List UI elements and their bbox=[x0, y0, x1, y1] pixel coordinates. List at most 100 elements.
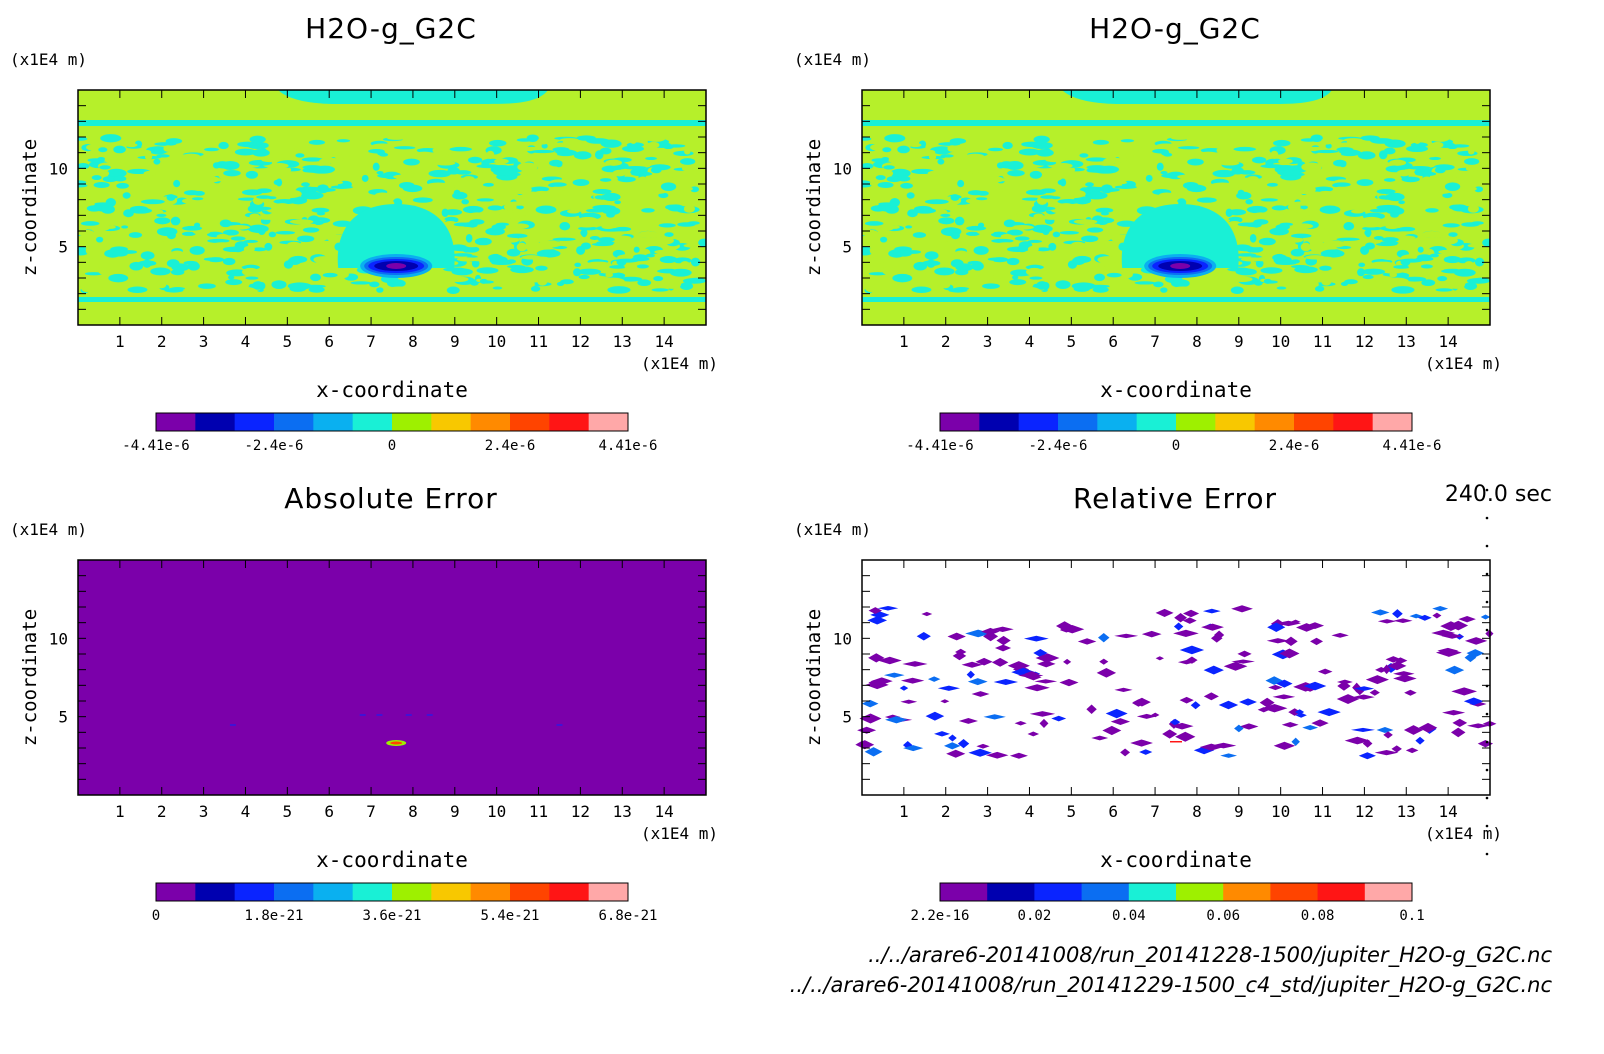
field-blob bbox=[166, 232, 176, 240]
field-blob bbox=[1277, 181, 1297, 190]
field-blob bbox=[497, 238, 508, 244]
field-blob bbox=[1380, 241, 1399, 245]
colorbar-frame bbox=[939, 882, 1413, 902]
field-blob bbox=[1417, 246, 1424, 253]
field-blob bbox=[1446, 173, 1454, 178]
field-blob bbox=[316, 227, 327, 234]
field-blob bbox=[155, 239, 164, 243]
field-blob bbox=[541, 143, 548, 149]
field-blob bbox=[516, 138, 533, 142]
colorbar-tick-label: 4.41e-6 bbox=[1382, 438, 1441, 454]
field-blob bbox=[96, 236, 104, 243]
field-blob bbox=[1133, 160, 1152, 167]
field-blob bbox=[275, 231, 295, 235]
field-blob bbox=[390, 286, 408, 290]
field-blob bbox=[427, 182, 450, 188]
rel-error-cell bbox=[1186, 656, 1198, 664]
field-blob bbox=[594, 150, 604, 160]
field-blob bbox=[658, 192, 669, 199]
field-blob bbox=[1071, 241, 1085, 248]
x-tick-label: 5 bbox=[283, 802, 293, 821]
field-blob bbox=[1042, 216, 1062, 220]
field-blob bbox=[136, 245, 155, 253]
field-blob bbox=[225, 279, 243, 286]
colorbar-bin bbox=[352, 883, 393, 901]
field-blob bbox=[413, 154, 426, 158]
field-blob bbox=[601, 224, 615, 229]
field-blob bbox=[449, 244, 468, 251]
rel-error-cell bbox=[916, 631, 931, 641]
field-blob bbox=[693, 215, 706, 223]
field-blob bbox=[698, 238, 706, 247]
field-blob bbox=[1464, 158, 1480, 165]
rel-error-cell bbox=[1452, 718, 1468, 728]
field-blob bbox=[626, 194, 648, 201]
field-blob bbox=[1281, 238, 1292, 244]
field-blob bbox=[166, 194, 176, 201]
field-blob bbox=[287, 245, 301, 250]
field-blob bbox=[576, 285, 594, 293]
field-blob bbox=[130, 269, 142, 279]
field-blob bbox=[1018, 148, 1041, 156]
colorbar-bin bbox=[431, 413, 472, 431]
field-blob bbox=[673, 139, 691, 145]
field-blob bbox=[1006, 257, 1020, 266]
field-blob bbox=[494, 158, 509, 164]
field-blob bbox=[1226, 153, 1233, 161]
field-blob bbox=[991, 238, 1014, 243]
field-blob bbox=[633, 254, 648, 260]
field-blob bbox=[875, 210, 888, 217]
field-blob bbox=[98, 147, 108, 153]
field-blob bbox=[1122, 214, 1131, 221]
field-blob bbox=[1399, 258, 1423, 263]
field-blob bbox=[225, 225, 238, 230]
colorbar-bin bbox=[510, 413, 550, 431]
rel-error-cell bbox=[1417, 614, 1432, 621]
field-blob bbox=[461, 199, 469, 205]
x-tick-label: 5 bbox=[1067, 332, 1077, 351]
colorbar-bin bbox=[156, 883, 196, 901]
file-path-2: ../../arare6-20141008/run_20141229-1500_… bbox=[789, 973, 1552, 997]
rel-error-cell bbox=[994, 644, 1012, 652]
field-blob bbox=[329, 281, 351, 290]
rel-error-cell bbox=[1036, 660, 1056, 668]
rel-error-cell bbox=[966, 670, 975, 679]
field-blob bbox=[868, 272, 887, 276]
field-blob bbox=[658, 223, 676, 228]
field-blob bbox=[1134, 281, 1156, 285]
field-blob bbox=[183, 260, 198, 265]
field-blob bbox=[974, 217, 983, 221]
colorbar-tick-label: 2.4e-6 bbox=[485, 438, 536, 454]
rel-error-cell bbox=[975, 657, 993, 666]
x-tick-label: 1 bbox=[115, 332, 125, 351]
x-tick-label: 3 bbox=[199, 802, 209, 821]
field-blob bbox=[1381, 237, 1399, 243]
field-blob bbox=[584, 199, 592, 208]
colorbar-bin bbox=[1176, 413, 1216, 431]
field-blob bbox=[451, 268, 473, 276]
rel-error-cell bbox=[1114, 633, 1139, 639]
field-blob bbox=[1381, 268, 1405, 274]
field-blob bbox=[1307, 212, 1314, 217]
rel-error-cell bbox=[1169, 718, 1181, 726]
field-blob bbox=[1104, 241, 1118, 247]
field-blob bbox=[222, 257, 236, 266]
x-tick-label: 1 bbox=[115, 802, 125, 821]
field-blob bbox=[1016, 245, 1028, 253]
field-blob bbox=[1482, 238, 1490, 247]
rel-error-cell bbox=[1393, 657, 1408, 664]
field-blob bbox=[330, 162, 339, 167]
field-blob bbox=[452, 226, 474, 231]
rel-error-cell bbox=[948, 734, 957, 742]
field-blob bbox=[377, 173, 397, 179]
field-blob bbox=[559, 222, 571, 231]
field-blob bbox=[1186, 170, 1199, 178]
rel-error-cell bbox=[1382, 664, 1391, 675]
rel-error-cell bbox=[1466, 649, 1485, 658]
field-blob bbox=[539, 199, 560, 204]
field-blob bbox=[1399, 149, 1408, 154]
field-blob bbox=[1471, 221, 1484, 225]
edge-dot bbox=[1485, 712, 1489, 716]
rel-error-cell bbox=[1385, 656, 1402, 663]
